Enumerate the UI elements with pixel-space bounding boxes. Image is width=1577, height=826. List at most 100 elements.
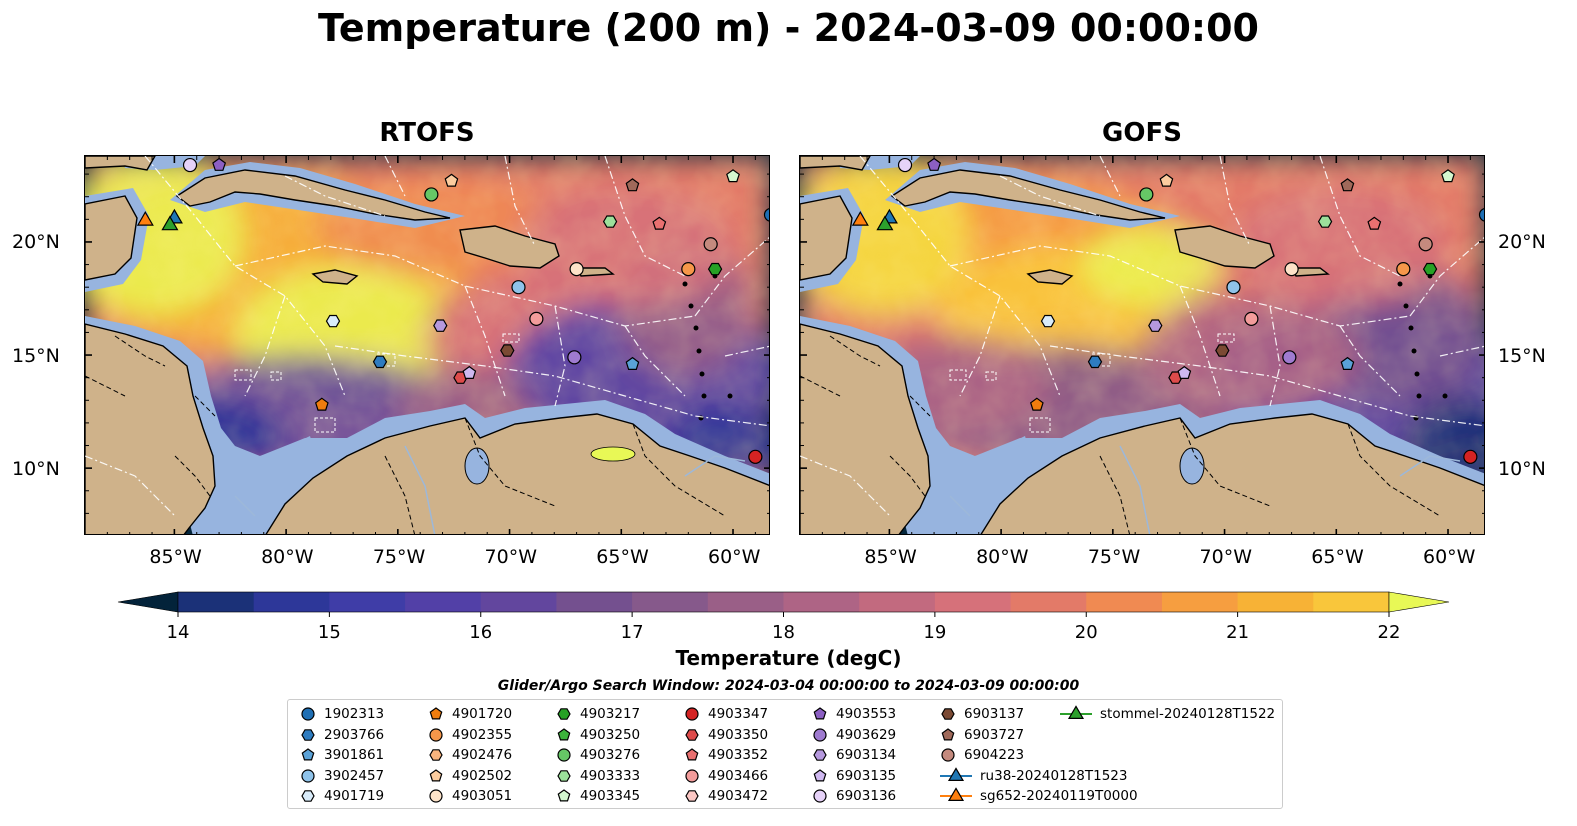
legend-item-4903466: 4903466 [682,766,768,786]
lon-tick-rtofs-75: 75°W [372,546,426,568]
legend-item-1902313: 1902313 [298,704,384,724]
legend-label: 4902476 [452,747,513,763]
legend-item-sg652-20240119T0000: sg652-20240119T0000 [938,786,1138,806]
float-marker-3901861 [1340,356,1355,370]
legend-label: 3901861 [324,747,385,763]
float-marker-4902502 [444,173,459,187]
float-marker-4903276 [1139,187,1154,202]
colorbar-segment [405,592,482,612]
float-marker-4903333 [1317,215,1333,228]
float-marker-6903134 [1148,319,1163,332]
colorbar-tick-18: 18 [772,622,795,643]
colorbar-low-extend [117,591,179,613]
legend-label: 3902457 [324,767,385,784]
colorbar-segment [707,592,784,612]
lat-tick-right-15: 15°N [1498,345,1546,367]
colorbar-segment [934,592,1012,612]
float-marker-6903136 [182,157,198,173]
float-marker-4903629 [567,350,582,365]
colorbar-tick-21: 21 [1226,622,1250,643]
legend-label: 4902502 [452,767,513,784]
float-marker-4903333 [602,215,618,228]
legend-item-3901861: 3901861 [298,745,384,765]
colorbar-segment [1161,592,1239,612]
colorbar-segment [480,592,557,612]
legend-marker-icon [813,768,827,781]
stommel-legend-icon [1067,705,1085,719]
lon-tick-gofs-80: 80°W [976,546,1029,568]
legend-label: 4903553 [836,706,897,722]
legend-label: 4903250 [580,726,641,743]
colorbar-segment [1010,592,1087,612]
legend-marker-icon [301,748,315,761]
figure-title: Temperature (200 m) - 2024-03-09 00:00:0… [317,6,1259,50]
lat-tick-right-20: 20°N [1498,231,1546,253]
colorbar-high-extend [1388,591,1450,613]
lon-tick-rtofs-70: 70°W [484,546,538,568]
float-marker-6903136 [897,157,913,173]
colorbar-segment [1313,592,1390,612]
colorbar-tick-19: 19 [923,622,947,643]
glider-marker-sg652 [851,211,869,226]
colorbar-segment [556,592,633,612]
legend-marker-icon [685,790,699,802]
colorbar-tick-20: 20 [1074,622,1098,643]
legend-marker-icon [557,748,571,762]
float-marker-4903347 [1463,449,1478,464]
colorbar-tick-22: 22 [1377,622,1401,643]
legend-marker-icon [429,768,443,781]
legend-label: 4903276 [580,747,641,763]
rtofs-map-panel [84,155,770,535]
legend-label: 4903350 [708,726,769,743]
colorbar-title: Temperature (degC) [675,646,902,670]
legend-marker-icon [301,728,315,741]
panel-title-rtofs: RTOFS [379,118,475,148]
lat-tick-left-20: 20°N [12,231,60,253]
legend-label: stommel-20240128T1522 [1100,706,1276,722]
float-marker-6903134 [433,319,448,332]
float-marker-6904223 [703,237,718,252]
legend-label: 4903466 [708,767,769,784]
legend-label: 6904223 [964,747,1025,763]
legend-marker-icon [941,748,955,762]
float-marker-6903727 [1340,178,1355,192]
lon-tick-gofs-85: 85°W [864,546,917,568]
legend-label: 1902313 [324,706,385,722]
legend-marker-icon [429,727,443,742]
float-marker-6904223 [1418,237,1433,252]
legend-label: 4903472 [708,788,769,804]
legend-item-4903350: 4903350 [682,725,768,745]
legend-marker-icon [301,768,315,783]
legend-label: 6903727 [964,726,1025,743]
legend-label: 6903135 [836,767,897,784]
legend-item-6903136: 6903136 [810,786,896,806]
legend-marker-icon [813,789,827,803]
legend-label: 6903136 [836,788,897,804]
legend-label: 4903333 [580,767,641,784]
legend-item-6904223: 6904223 [938,745,1024,765]
legend-item-4902476: 4902476 [426,745,512,765]
float-marker-4903345 [726,169,740,183]
float-marker-6903137 [500,344,515,357]
legend-marker-icon [941,727,955,740]
legend-label: 4901720 [452,706,513,722]
legend-marker-icon [685,707,699,721]
float-marker-4902355 [681,261,696,277]
float-marker-4903217 [1422,262,1438,276]
legend-item-6903134: 6903134 [810,745,896,765]
legend-item-3902457: 3902457 [298,766,384,786]
float-marker-1902313 [763,207,769,222]
float-marker-4903345 [1441,169,1455,183]
float-marker-4903217 [707,262,723,276]
legend-label: sg652-20240119T0000 [980,788,1138,804]
legend-marker-icon [557,708,571,720]
colorbar-segment [329,592,406,612]
lon-tick-rtofs-65: 65°W [596,546,649,568]
float-marker-6903137 [1215,344,1230,357]
legend-marker-icon [429,789,443,803]
float-marker-4902502 [1159,173,1174,187]
legend-item-4903333: 4903333 [554,766,640,786]
legend-marker-icon [941,708,955,720]
legend-label: 4903345 [580,788,641,804]
legend-label: 4903051 [452,788,513,804]
